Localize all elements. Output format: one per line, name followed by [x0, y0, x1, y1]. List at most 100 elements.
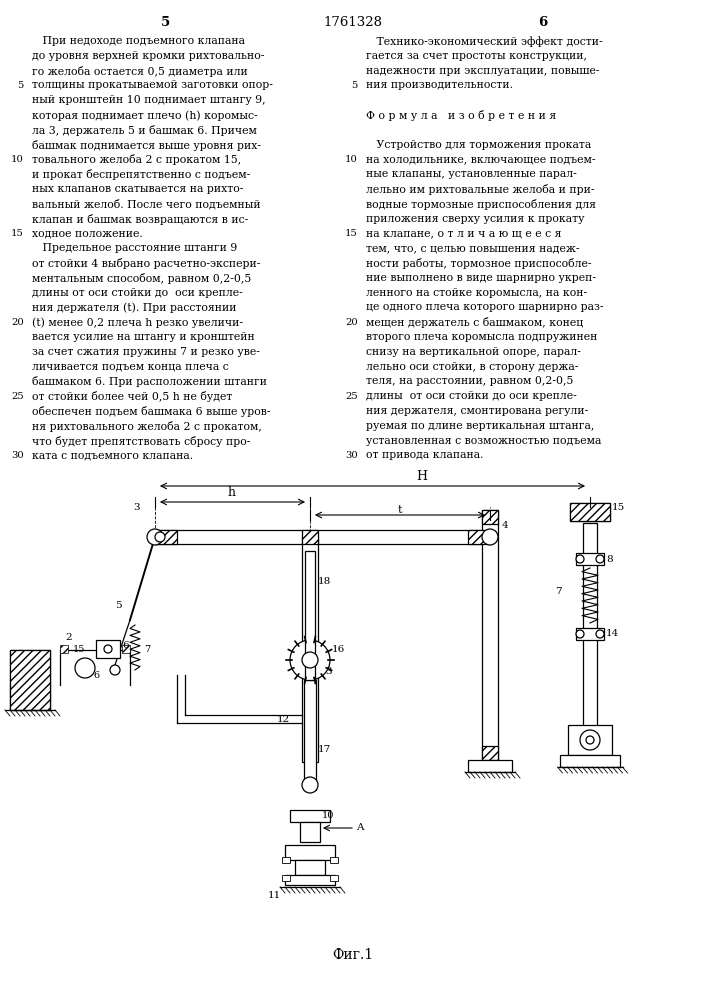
Bar: [290, 810, 330, 822]
Text: 17: 17: [318, 746, 332, 754]
Text: 5: 5: [351, 81, 358, 90]
Text: 10: 10: [345, 155, 358, 164]
Text: толщины прокатываемой заготовки опор-: толщины прокатываемой заготовки опор-: [32, 80, 273, 90]
Text: 10: 10: [322, 812, 334, 820]
Circle shape: [586, 736, 594, 744]
Text: ня рихтовального желоба 2 с прокатом,: ня рихтовального желоба 2 с прокатом,: [32, 421, 262, 432]
Text: 15: 15: [11, 229, 24, 238]
Bar: [282, 857, 290, 863]
Text: 5: 5: [160, 16, 170, 29]
Text: гается за счет простоты конструкции,: гается за счет простоты конструкции,: [366, 51, 587, 61]
Circle shape: [302, 777, 318, 793]
Text: ходное положение.: ходное положение.: [32, 228, 143, 238]
Text: (t) менее 0,2 плеча h резко увеличи-: (t) менее 0,2 плеча h резко увеличи-: [32, 317, 243, 328]
Text: вается усилие на штангу и кронштейн: вается усилие на штангу и кронштейн: [32, 332, 255, 342]
Circle shape: [580, 730, 600, 750]
Text: вальный желоб. После чего подъемный: вальный желоб. После чего подъемный: [32, 199, 261, 209]
Bar: [122, 645, 130, 653]
Bar: [570, 503, 610, 521]
Circle shape: [155, 532, 165, 542]
Text: Фиг.1: Фиг.1: [332, 948, 373, 962]
Text: от привода клапана.: от привода клапана.: [366, 450, 484, 460]
Text: до уровня верхней кромки рихтовально-: до уровня верхней кромки рихтовально-: [32, 51, 264, 61]
Bar: [560, 755, 620, 767]
Circle shape: [482, 529, 498, 545]
Bar: [482, 746, 498, 760]
Text: A: A: [356, 824, 363, 832]
Text: 3: 3: [133, 502, 139, 512]
Text: ла 3, держатель 5 и башмак 6. Причем: ла 3, держатель 5 и башмак 6. Причем: [32, 125, 257, 136]
Bar: [155, 530, 490, 544]
Text: ния производительности.: ния производительности.: [366, 80, 513, 90]
Bar: [295, 860, 325, 875]
Text: 30: 30: [11, 451, 24, 460]
Bar: [482, 510, 498, 760]
Bar: [285, 875, 335, 885]
Text: которая поднимает плечо (h) коромыс-: которая поднимает плечо (h) коромыс-: [32, 110, 257, 121]
Bar: [302, 530, 318, 544]
Text: 12: 12: [276, 716, 290, 724]
Text: Устройство для торможения проката: Устройство для торможения проката: [366, 140, 591, 150]
Text: 20: 20: [345, 318, 358, 327]
Text: приложения сверху усилия к прокату: приложения сверху усилия к прокату: [366, 214, 585, 224]
Text: ности работы, тормозное приспособле-: ности работы, тормозное приспособле-: [366, 258, 592, 269]
Text: 16: 16: [332, 646, 345, 654]
Text: 30: 30: [345, 451, 358, 460]
Bar: [282, 875, 290, 881]
Bar: [300, 822, 320, 842]
Text: h: h: [228, 486, 236, 498]
Bar: [330, 857, 338, 863]
Text: 4: 4: [502, 520, 508, 530]
Circle shape: [576, 630, 584, 638]
Text: 15: 15: [345, 229, 358, 238]
Text: длины  от оси стойки до оси крепле-: длины от оси стойки до оси крепле-: [366, 391, 577, 401]
Text: башмаком 6. При расположении штанги: башмаком 6. При расположении штанги: [32, 376, 267, 387]
Text: 25: 25: [11, 392, 24, 401]
Text: 14: 14: [606, 630, 619, 639]
Text: лельно оси стойки, в сторону держа-: лельно оси стойки, в сторону держа-: [366, 362, 578, 372]
Text: на холодильнике, включающее подъем-: на холодильнике, включающее подъем-: [366, 154, 595, 164]
Text: 2: 2: [65, 634, 71, 643]
Circle shape: [596, 630, 604, 638]
Text: 6: 6: [93, 672, 99, 680]
Text: ный кронштейн 10 поднимает штангу 9,: ный кронштейн 10 поднимает штангу 9,: [32, 95, 266, 105]
Text: ния держателя (t). При расстоянии: ния держателя (t). При расстоянии: [32, 302, 237, 313]
Text: 7: 7: [556, 586, 562, 595]
Text: 8: 8: [606, 554, 613, 564]
Circle shape: [596, 555, 604, 563]
Bar: [576, 553, 604, 565]
Circle shape: [104, 645, 112, 653]
Text: установленная с возможностью подъема: установленная с возможностью подъема: [366, 436, 602, 446]
Text: 1: 1: [0, 676, 1, 684]
Bar: [570, 503, 610, 521]
Text: мещен держатель с башмаком, конец: мещен держатель с башмаком, конец: [366, 317, 583, 328]
Text: 18: 18: [318, 576, 332, 585]
Bar: [482, 510, 498, 524]
Text: ние выполнено в виде шарнирно укреп-: ние выполнено в виде шарнирно укреп-: [366, 273, 596, 283]
Circle shape: [302, 652, 318, 668]
Text: 7: 7: [144, 646, 151, 654]
Text: за счет сжатия пружины 7 и резко уве-: за счет сжатия пружины 7 и резко уве-: [32, 347, 260, 357]
Bar: [155, 530, 177, 544]
Text: руемая по длине вертикальная штанга,: руемая по длине вертикальная штанга,: [366, 421, 595, 431]
Text: второго плеча коромысла подпружинен: второго плеча коромысла подпружинен: [366, 332, 597, 342]
Text: водные тормозные приспособления для: водные тормозные приспособления для: [366, 199, 596, 210]
Bar: [10, 650, 50, 710]
Text: 10: 10: [11, 155, 24, 164]
Text: 11: 11: [268, 890, 281, 900]
Text: товального желоба 2 с прокатом 15,: товального желоба 2 с прокатом 15,: [32, 154, 241, 165]
Bar: [60, 645, 68, 653]
Text: 5: 5: [18, 81, 24, 90]
Text: башмак поднимается выше уровня рих-: башмак поднимается выше уровня рих-: [32, 140, 261, 151]
Text: Ф о р м у л а   и з о б р е т е н и я: Ф о р м у л а и з о б р е т е н и я: [366, 110, 556, 121]
Bar: [302, 537, 318, 762]
Text: лельно им рихтовальные желоба и при-: лельно им рихтовальные желоба и при-: [366, 184, 595, 195]
Circle shape: [75, 658, 95, 678]
Bar: [468, 760, 512, 772]
Bar: [576, 628, 604, 640]
Text: ленного на стойке коромысла, на кон-: ленного на стойке коромысла, на кон-: [366, 288, 587, 298]
Text: ментальным способом, равном 0,2-0,5: ментальным способом, равном 0,2-0,5: [32, 273, 251, 284]
Bar: [285, 845, 335, 860]
Text: теля, на расстоянии, равном 0,2-0,5: теля, на расстоянии, равном 0,2-0,5: [366, 376, 573, 386]
Text: что будет препятствовать сбросу про-: что будет препятствовать сбросу про-: [32, 436, 250, 447]
